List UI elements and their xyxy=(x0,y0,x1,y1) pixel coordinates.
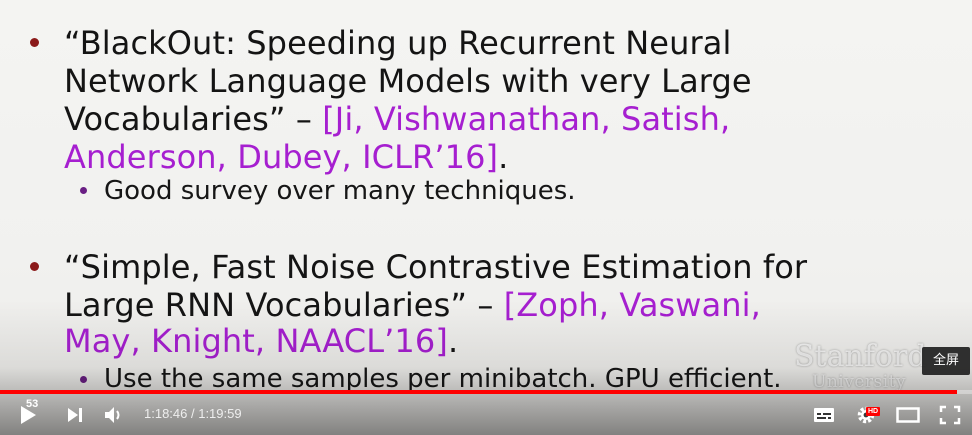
citation-text: May, Knight, NAACL’16] xyxy=(64,322,448,360)
play-button[interactable] xyxy=(12,394,44,435)
slide-text-line: Vocabularies” – [Ji, Vishwanathan, Satis… xyxy=(64,100,730,138)
time-separator: / xyxy=(187,406,199,421)
slide-text-line: May, Knight, NAACL’16]. xyxy=(64,322,458,360)
citation-text: [Ji, Vishwanathan, Satish, xyxy=(322,100,731,138)
progress-bar[interactable] xyxy=(0,390,972,394)
citation-text: [Zoph, Vaswani, xyxy=(503,286,761,324)
volume-button[interactable] xyxy=(98,394,130,435)
next-button[interactable] xyxy=(60,394,90,435)
slide-text-line: Anderson, Dubey, ICLR’16]. xyxy=(64,138,508,176)
time-display: 1:18:46 / 1:19:59 xyxy=(144,404,242,424)
slide-text-fragment: Large RNN Vocabularies” – xyxy=(64,286,504,324)
play-icon xyxy=(21,405,36,424)
slide-text-line: Large RNN Vocabularies” – [Zoph, Vaswani… xyxy=(64,286,761,324)
subtitles-button[interactable] xyxy=(808,394,840,435)
slide-sub-text: Use the same samples per minibatch. GPU … xyxy=(104,364,782,394)
fullscreen-tooltip: 全屏 xyxy=(922,347,970,375)
slide-text-line: “Simple, Fast Noise Contrastive Estimati… xyxy=(64,248,808,286)
logo-line-1: Stanford xyxy=(794,339,927,374)
hd-badge: HD xyxy=(866,407,881,416)
theater-mode-button[interactable] xyxy=(892,394,924,435)
time-total: 1:19:59 xyxy=(198,406,242,421)
slide-text-line: “BlackOut: Speeding up Recurrent Neural xyxy=(64,24,732,62)
citation-text: Anderson, Dubey, ICLR’16] xyxy=(64,138,499,176)
logo-line-2: University xyxy=(812,372,907,392)
slide-text-fragment: . xyxy=(447,322,459,360)
slide-sub-bullet xyxy=(80,187,87,194)
slide-text-line: Network Language Models with very Large xyxy=(64,62,752,100)
slide-sub-text: Good survey over many techniques. xyxy=(104,176,576,206)
stanford-logo: Stanford University xyxy=(794,342,927,391)
slide-bullet xyxy=(30,262,39,271)
slide-bullet xyxy=(30,38,39,47)
next-icon xyxy=(68,407,82,422)
theater-icon xyxy=(896,406,920,423)
slide-text-fragment: . xyxy=(498,138,509,176)
fullscreen-button[interactable] xyxy=(934,394,966,435)
slide-text-fragment: Vocabularies” – xyxy=(64,100,323,138)
fullscreen-icon xyxy=(939,405,961,424)
volume-icon xyxy=(105,406,120,423)
control-bar: 1:18:46 / 1:19:59 xyxy=(0,394,972,435)
time-current: 1:18:46 xyxy=(144,406,188,421)
badge-count: 53 xyxy=(26,398,39,410)
subtitles-icon xyxy=(814,407,834,422)
slide-sub-bullet xyxy=(80,376,87,383)
progress-played xyxy=(0,390,958,394)
